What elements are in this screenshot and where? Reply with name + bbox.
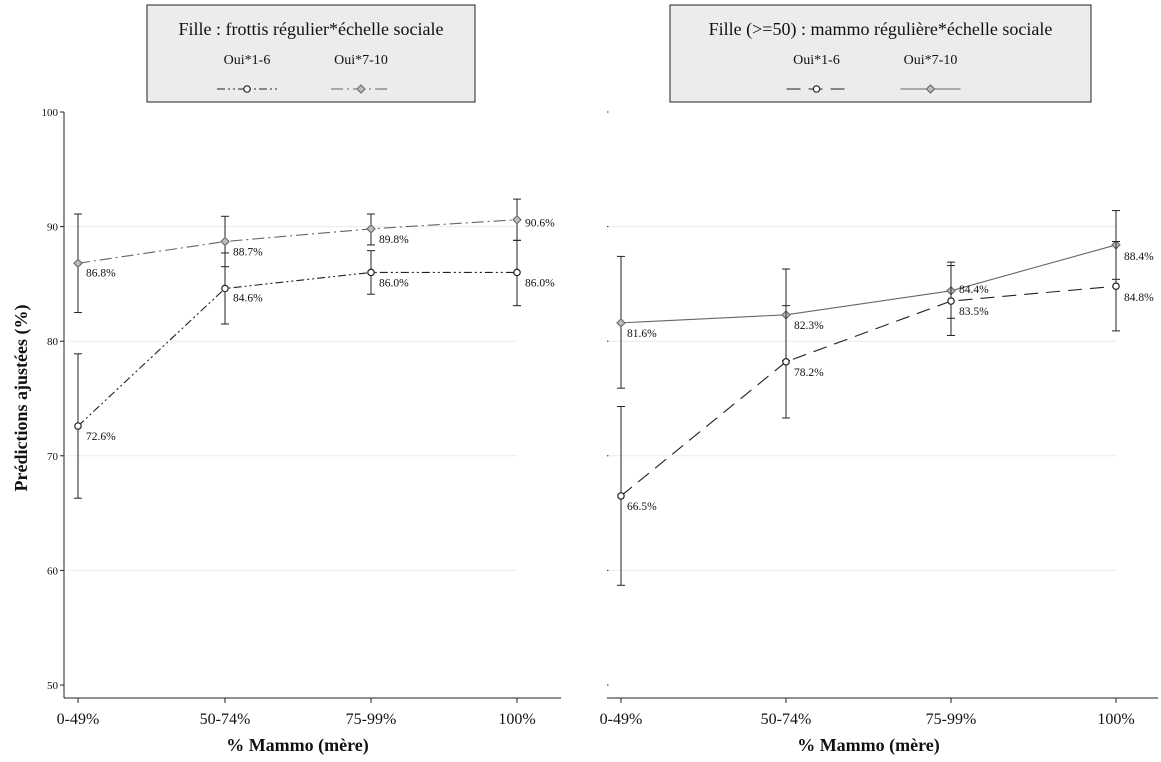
data-label: 83.5% [959,306,989,318]
data-point [221,284,229,293]
y-tick-label: 50 [47,680,59,692]
data-point [366,224,376,234]
x-tick-label: 100% [498,711,535,728]
x-tick-label: 50-74% [761,711,812,728]
y-tick-label: 60 [47,565,59,577]
legend-label: Oui*7-10 [334,53,388,68]
data-point [513,268,521,277]
data-point [947,297,955,305]
chart-panel-1: 50 60 70 80 90 100 0-49% 50-74% 75-99% 100% % Mamm… [42,4,561,756]
data-label: 84.6% [233,292,263,304]
data-point [73,258,83,269]
data-point [512,214,522,225]
legend-marker [356,84,366,94]
chart-title: Fille (>=50) : mammo régulière*échelle s… [709,19,1053,40]
data-point [1112,282,1120,290]
x-tick-label: 75-99% [926,711,977,728]
x-tick-label: 75-99% [346,711,397,728]
series-line [620,285,1117,497]
chart-panel-2: 0-49% 50-74% 75-99% 100% % Mammo (mère) 81.6%… [600,4,1158,756]
data-point [367,268,375,277]
x-tick-label: 0-49% [57,711,100,728]
x-tick-label: 100% [1097,711,1134,728]
data-label: 88.7% [233,246,263,258]
data-label: 90.6% [525,218,555,230]
data-label: 86.0% [525,277,555,289]
series-2: 86.8% 88.7% 89.8% 90.6% [73,198,555,314]
data-label: 78.2% [794,367,824,379]
y-axis-title: Prédictions ajustées (%) [11,305,32,492]
legend: Fille (>=50) : mammo régulière*échelle s… [669,4,1092,103]
series-1: 66.5% 78.2% 83.5% 84.8% [617,240,1154,586]
x-tick-label: 0-49% [600,711,643,728]
y-tick-label: 80 [47,336,59,348]
data-label: 88.4% [1124,251,1154,263]
series-1: 72.6% 84.6% 86.0% 86.0% [74,239,555,499]
y-tick-label: 90 [47,222,59,234]
series-line [77,271,517,427]
data-label: 81.6% [627,328,657,340]
legend: Fille : frottis régulier*échelle sociale… [146,4,476,103]
legend-label: Oui*1-6 [224,53,271,68]
series-2: 81.6% 82.3% 84.4% 88.4% [616,210,1154,389]
data-label: 82.3% [794,320,824,332]
x-tick-label: 50-74% [200,711,251,728]
data-point [74,422,82,430]
data-label: 89.8% [379,234,409,246]
y-tick-label: 70 [47,451,59,463]
data-point [617,492,625,500]
series-line [620,244,1117,324]
chart-title: Fille : frottis régulier*échelle sociale [179,19,444,39]
data-label: 84.8% [1124,292,1154,304]
legend-marker [812,85,821,93]
x-axis-title: % Mammo (mère) [797,735,940,756]
y-tick-label: 100 [42,107,59,119]
data-point [616,318,626,328]
legend-box [669,4,1092,103]
legend-marker [925,84,936,94]
legend-label: Oui*1-6 [793,53,840,68]
legend-marker [243,85,251,93]
data-point [220,236,230,247]
legend-label: Oui*7-10 [904,53,958,68]
legend-box [146,4,476,103]
data-label: 84.4% [959,284,989,296]
data-label: 66.5% [627,501,657,513]
data-label: 86.0% [379,277,409,289]
data-label: 72.6% [86,431,116,443]
data-label: 86.8% [86,267,116,279]
data-point [782,358,790,366]
x-axis-title: % Mammo (mère) [226,735,369,756]
series-line [77,219,518,264]
